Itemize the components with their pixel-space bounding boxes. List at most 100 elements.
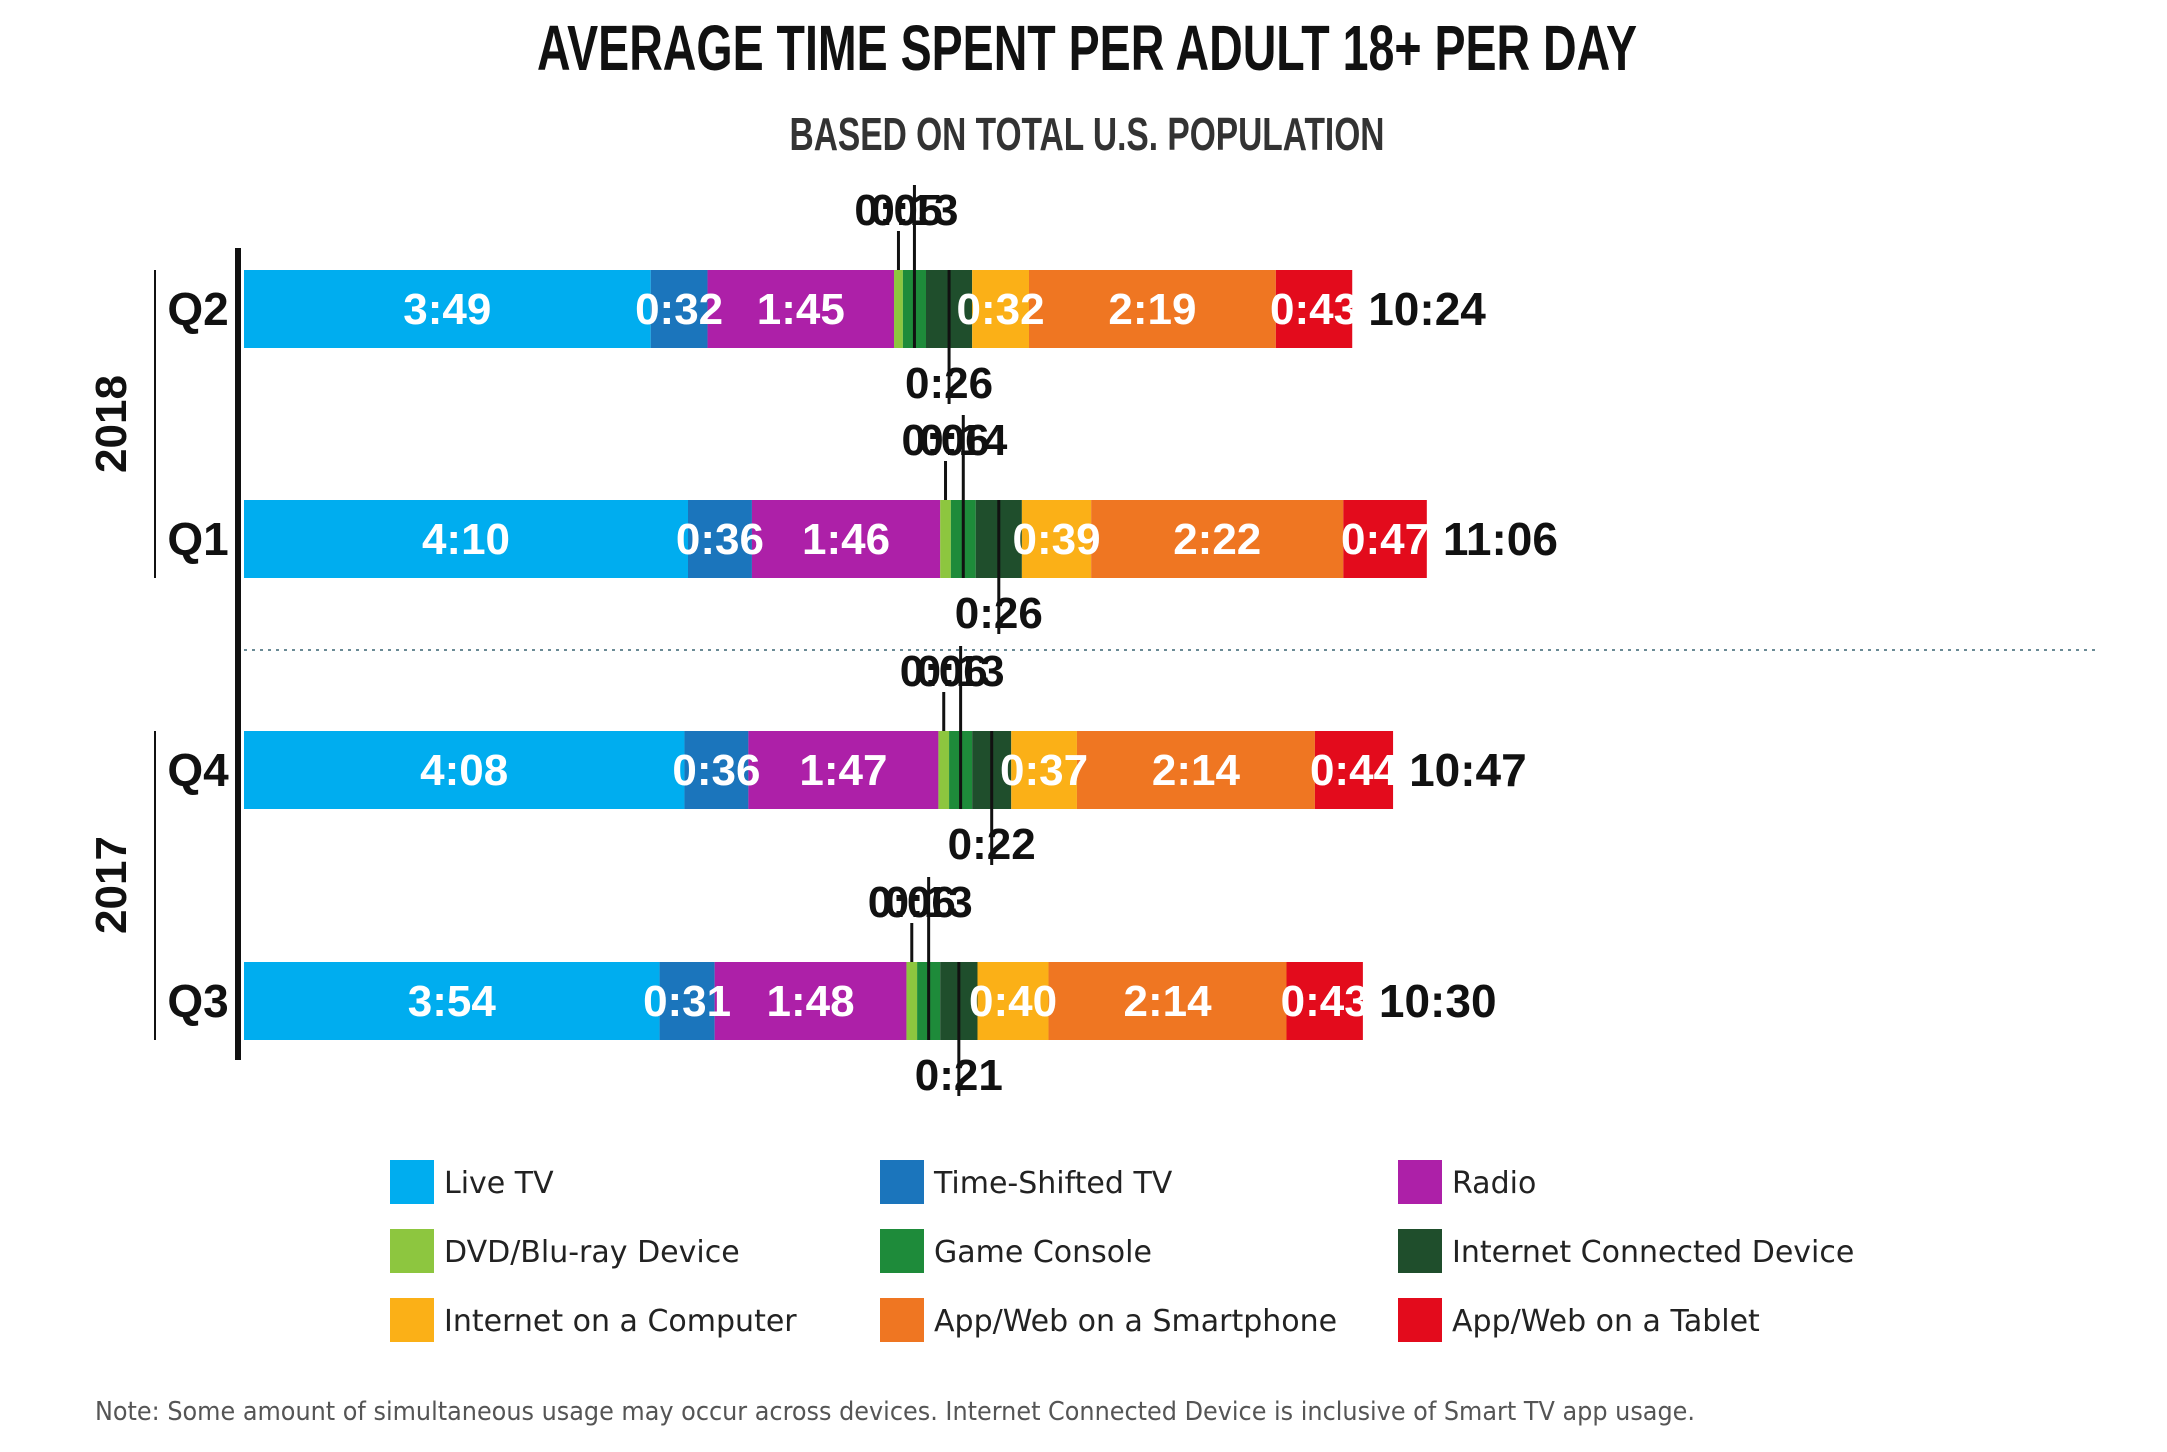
legend-swatch-app-web-on-a-smartphone (880, 1298, 924, 1342)
bar-segment-app-web-on-a-tablet-q4 (1314, 731, 1394, 809)
data-label-radio-q3: 1:48 (767, 977, 855, 1026)
legend-item-app-web-on-a-tablet: App/Web on a Tablet (1398, 1298, 1760, 1342)
data-label-internet-connected-device-q1: 0:26 (955, 589, 1043, 638)
total-label-q1: 11:06 (1443, 513, 1558, 565)
data-label-time-shifted-tv-q2: 0:32 (635, 285, 723, 334)
bar-segment-app-web-on-a-smartphone-q4 (1076, 731, 1315, 809)
bar-segment-dvd-blu-ray-device-q3 (906, 962, 918, 1040)
bar-row-q4: 4:08 0:36 1:47 0:060:13 0:22 0:37 2:14 0:44 10:4… (167, 646, 1527, 869)
bar-segment-radio-q3 (714, 962, 907, 1040)
legend: Live TV Time-Shifted TV Radio DVD/Blu-ray D… (390, 1160, 1854, 1342)
data-label-time-shifted-tv-q3: 0:31 (643, 977, 731, 1026)
data-label-live-tv-q4: 4:08 (420, 746, 508, 795)
data-label-app-web-on-a-smartphone-q3: 2:14 (1123, 977, 1212, 1026)
year-group-axis: 2018 2017 (87, 270, 156, 1040)
bar-segment-dvd-blu-ray-device-q4 (938, 731, 950, 809)
category-label-q3: Q3 (167, 975, 228, 1027)
bar-segment-radio-q1 (751, 500, 941, 578)
data-label-game-console-q1: 0:14 (919, 416, 1008, 465)
data-label-radio-q4: 1:47 (799, 746, 887, 795)
data-label-game-console-q2: 0:13 (870, 186, 958, 235)
category-label-q2: Q2 (167, 283, 228, 335)
data-label-app-web-on-a-tablet-q1: 0:47 (1341, 515, 1429, 564)
chart-title: AVERAGE TIME SPENT PER ADULT 18+ PER DAY (537, 12, 1637, 84)
legend-item-game-console: Game Console (880, 1229, 1152, 1273)
data-label-dvd-blu-ray-device-q3: 0:06 (868, 878, 956, 927)
legend-item-live-tv: Live TV (390, 1160, 554, 1204)
data-label-game-console-q4: 0:13 (917, 647, 1005, 696)
data-label-internet-connected-device-q2: 0:26 (905, 359, 993, 408)
bar-segment-time-shifted-tv-q1 (688, 500, 752, 578)
bar-segment-live-tv-q4 (244, 731, 685, 809)
data-label-internet-connected-device-q3: 0:21 (915, 1051, 1003, 1100)
legend-swatch-app-web-on-a-tablet (1398, 1298, 1442, 1342)
bar-segment-dvd-blu-ray-device-q1 (940, 500, 951, 578)
legend-label-radio: Radio (1452, 1166, 1536, 1201)
bar-segment-time-shifted-tv-q3 (659, 962, 715, 1040)
data-label-app-web-on-a-tablet-q4: 0:44 (1310, 746, 1399, 795)
legend-item-internet-connected-device: Internet Connected Device (1398, 1229, 1854, 1273)
bar-segment-time-shifted-tv-q2 (650, 270, 708, 348)
category-label-q1: Q1 (167, 513, 228, 565)
data-label-live-tv-q1: 4:10 (422, 515, 510, 564)
legend-label-internet-connected-device: Internet Connected Device (1452, 1235, 1854, 1270)
data-label-time-shifted-tv-q4: 0:36 (672, 746, 760, 795)
legend-item-app-web-on-a-smartphone: App/Web on a Smartphone (880, 1298, 1337, 1342)
data-label-live-tv-q3: 3:54 (408, 977, 497, 1026)
bar-segment-radio-q4 (748, 731, 939, 809)
bar-segment-internet-on-a-computer-q4 (1011, 731, 1077, 809)
legend-swatch-dvd-blu-ray-device (390, 1229, 434, 1273)
legend-item-radio: Radio (1398, 1160, 1536, 1204)
data-label-dvd-blu-ray-device-q4: 0:06 (900, 647, 988, 696)
group-label-2018: 2018 (87, 375, 136, 473)
legend-label-app-web-on-a-tablet: App/Web on a Tablet (1452, 1304, 1760, 1339)
group-label-2017: 2017 (87, 836, 136, 934)
data-label-internet-on-a-computer-q4: 0:37 (1000, 746, 1088, 795)
legend-swatch-game-console (880, 1229, 924, 1273)
data-label-internet-on-a-computer-q2: 0:32 (957, 285, 1045, 334)
legend-label-app-web-on-a-smartphone: App/Web on a Smartphone (934, 1304, 1337, 1339)
legend-item-dvd-blu-ray-device: DVD/Blu-ray Device (390, 1229, 740, 1273)
bar-segment-app-web-on-a-tablet-q1 (1343, 500, 1427, 578)
bar-segment-radio-q2 (707, 270, 895, 348)
bar-rows: 3:49 0:32 1:450:050:130:260:32 2:19 0:43 10:2… (167, 185, 1558, 1100)
bar-segment-app-web-on-a-smartphone-q3 (1048, 962, 1287, 1040)
bar-segment-dvd-blu-ray-device-q2 (894, 270, 903, 348)
data-label-radio-q2: 1:45 (757, 285, 845, 334)
bar-segment-internet-on-a-computer-q1 (1021, 500, 1092, 578)
legend-label-internet-on-a-computer: Internet on a Computer (444, 1304, 797, 1339)
chart-note: Note: Some amount of simultaneous usage … (95, 1397, 1695, 1427)
data-label-live-tv-q2: 3:49 (403, 285, 491, 334)
bar-segment-app-web-on-a-tablet-q2 (1275, 270, 1353, 348)
legend-swatch-internet-connected-device (1398, 1229, 1442, 1273)
bar-segment-app-web-on-a-smartphone-q1 (1091, 500, 1344, 578)
bar-segment-live-tv-q3 (244, 962, 660, 1040)
data-label-app-web-on-a-tablet-q2: 0:43 (1270, 285, 1358, 334)
legend-label-dvd-blu-ray-device: DVD/Blu-ray Device (444, 1235, 740, 1270)
bar-row-q2: 3:49 0:32 1:45 0:050:13 0:26 0:32 2:19 0:43 10:2… (167, 185, 1486, 408)
legend-swatch-internet-on-a-computer (390, 1298, 434, 1342)
data-label-internet-on-a-computer-q1: 0:39 (1012, 515, 1100, 564)
legend-label-game-console: Game Console (934, 1235, 1152, 1270)
bar-segment-time-shifted-tv-q4 (684, 731, 749, 809)
legend-swatch-time-shifted-tv (880, 1160, 924, 1204)
legend-item-internet-on-a-computer: Internet on a Computer (390, 1298, 797, 1342)
bar-segment-app-web-on-a-tablet-q3 (1286, 962, 1363, 1040)
bar-segment-internet-on-a-computer-q2 (972, 270, 1029, 348)
legend-swatch-live-tv (390, 1160, 434, 1204)
bar-segment-app-web-on-a-smartphone-q2 (1028, 270, 1276, 348)
data-label-app-web-on-a-smartphone-q2: 2:19 (1108, 285, 1196, 334)
data-label-app-web-on-a-smartphone-q4: 2:14 (1152, 746, 1241, 795)
total-label-q2: 10:24 (1368, 283, 1486, 335)
bar-segment-live-tv-q2 (244, 270, 651, 348)
bar-segment-live-tv-q1 (244, 500, 688, 578)
total-label-q4: 10:47 (1409, 744, 1527, 796)
legend-swatch-radio (1398, 1160, 1442, 1204)
data-label-app-web-on-a-smartphone-q1: 2:22 (1173, 515, 1261, 564)
legend-item-time-shifted-tv: Time-Shifted TV (880, 1160, 1173, 1204)
bar-row-q1: 4:10 0:36 1:46 0:060:14 0:26 0:39 2:22 0:47 11:0… (167, 415, 1558, 638)
data-label-game-console-q3: 0:13 (885, 878, 973, 927)
legend-label-live-tv: Live TV (444, 1166, 554, 1201)
data-label-app-web-on-a-tablet-q3: 0:43 (1281, 977, 1369, 1026)
